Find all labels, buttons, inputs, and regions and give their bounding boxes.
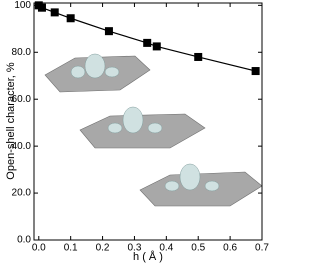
marker <box>251 67 260 76</box>
x-tick-label: 0.3 <box>127 243 141 254</box>
marker <box>152 42 161 51</box>
x-tick-label: 0.5 <box>191 243 205 254</box>
x-tick-label: 0.0 <box>32 243 46 254</box>
y-tick-label: 20.0 <box>12 188 32 199</box>
chart: Open-shell character, % h ( Å ) 0.0 20.0 4… <box>5 0 269 263</box>
marker <box>104 27 113 36</box>
inset <box>79 106 206 149</box>
marker <box>37 3 46 12</box>
x-tick-label: 0.4 <box>159 243 173 254</box>
marker <box>50 8 59 17</box>
x-axis-title: h ( Å ) <box>133 250 163 263</box>
y-tick-label: 40.0 <box>12 141 32 152</box>
marker <box>194 52 203 61</box>
marker <box>66 14 75 23</box>
y-tick-label: 0.0 <box>17 235 31 246</box>
x-tick-label: 0.1 <box>64 243 78 254</box>
y-tick-label: 100 <box>14 0 31 11</box>
x-tick-label: 0.6 <box>223 243 237 254</box>
y-axis-title: Open-shell character, % <box>5 62 17 180</box>
plot-frame <box>33 2 263 241</box>
y-tick-label: 60.0 <box>12 94 32 105</box>
x-tick-label: 0.7 <box>255 243 269 254</box>
inset <box>139 163 263 207</box>
molecule-insets <box>44 53 263 207</box>
marker <box>143 38 152 47</box>
x-tick-label: 0.2 <box>96 243 110 254</box>
inset <box>44 53 151 93</box>
y-tick-label: 80.0 <box>12 47 32 58</box>
